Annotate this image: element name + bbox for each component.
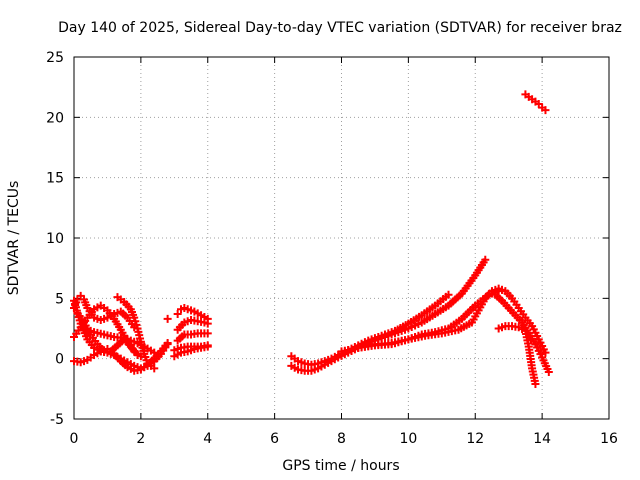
data-point [203,342,212,351]
y-tick-label: 15 [46,171,64,187]
x-axis-label: GPS time / hours [282,458,399,474]
data-point [544,367,553,376]
series-arc8 [163,314,172,323]
y-tick-label: -5 [50,412,64,428]
data-point [444,290,453,299]
data-series [70,90,553,389]
x-tick-label: 16 [600,431,618,447]
y-tick-label: 10 [46,231,64,247]
y-tick-label: 5 [55,291,64,307]
data-point [481,255,490,264]
y-tick-label: 25 [46,50,64,66]
series-arc19 [494,322,540,389]
data-point [531,380,540,389]
series-arc20 [521,90,550,115]
y-axis-label: SDTVAR / TECUs [6,181,22,296]
series-arc10 [173,316,212,334]
data-point [150,348,159,357]
x-tick-label: 8 [337,431,346,447]
x-tick-label: 2 [136,431,145,447]
x-tick-label: 14 [533,431,551,447]
x-tick-label: 12 [466,431,484,447]
data-point [163,314,172,323]
x-tick-label: 4 [203,431,212,447]
data-point [133,351,142,360]
data-point [541,348,550,357]
data-point [150,364,159,373]
series-arc9 [173,303,212,323]
data-point [541,106,550,115]
series-arc13 [170,342,212,361]
x-tick-label: 10 [399,431,417,447]
series-arc15 [287,255,490,375]
grid [74,57,609,419]
x-tick-label: 6 [270,431,279,447]
series-arc7 [80,324,159,357]
chart-title: Day 140 of 2025, Sidereal Day-to-day VTE… [58,20,622,36]
x-tick-label: 0 [70,431,79,447]
data-point [203,329,212,338]
data-point [203,319,212,328]
axis-ticks: 0 2 4 6 8 10 12 14 16 -5 0 5 10 15 20 25 [46,50,618,447]
series-arc17 [354,284,550,357]
series-arc11 [173,329,212,345]
series-arc18 [491,290,553,376]
data-point [173,310,182,319]
y-tick-label: 20 [46,110,64,126]
y-tick-label: 0 [55,352,64,368]
data-point [163,338,172,347]
